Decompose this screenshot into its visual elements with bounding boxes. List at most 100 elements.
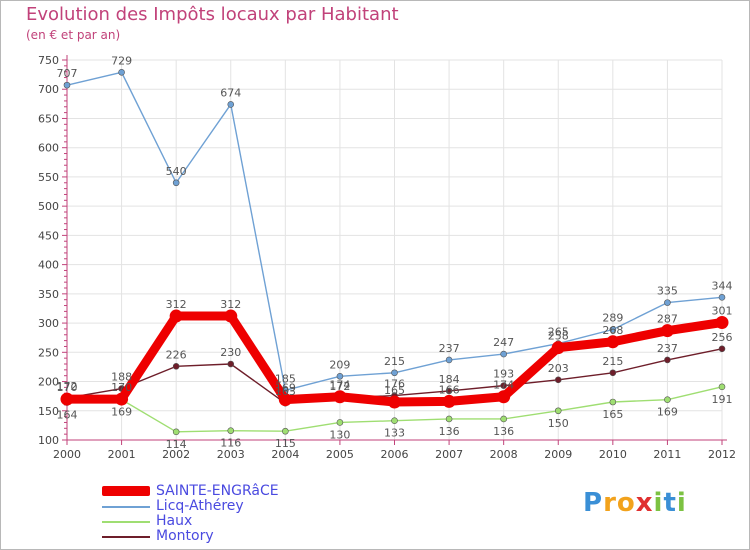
legend-swatch-sainte-engrace [102,486,150,496]
data-point [664,299,671,306]
data-label: 136 [439,425,460,438]
data-label: 116 [220,437,241,450]
data-label: 237 [439,342,460,355]
logo-letter: P [583,488,604,518]
data-label: 165 [602,408,623,421]
data-label: 215 [384,355,405,368]
y-tick-label: 550 [38,171,59,184]
x-tick-label: 2006 [381,448,409,461]
logo-letter: i [676,488,687,518]
data-label: 191 [712,393,733,406]
legend-label: Haux [156,513,193,529]
y-tick-label: 700 [38,83,59,96]
data-point [227,360,235,368]
data-label: 203 [548,362,569,375]
chart-subtitle: (en € et par an) [26,28,121,42]
logo-letter: o [616,488,636,518]
y-tick-label: 200 [38,376,59,389]
data-point [609,369,617,377]
proxiti-logo: Proxiti [583,488,687,518]
data-label: 184 [439,373,460,386]
y-tick-label: 250 [38,346,59,359]
data-point [718,294,726,301]
data-label: 729 [111,54,132,67]
data-point [336,372,344,380]
data-label: 268 [602,324,623,337]
y-tick-label: 350 [38,288,59,301]
data-point [664,356,671,364]
data-point [172,428,180,436]
data-point [606,335,620,349]
data-label: 258 [548,330,569,343]
data-point [609,398,617,406]
y-tick-label: 450 [38,229,59,242]
x-tick-label: 2008 [490,448,518,461]
data-label: 172 [57,380,78,393]
data-point [172,179,180,187]
legend-swatch-haux [102,521,150,523]
x-tick-label: 2012 [708,448,736,461]
data-point [718,383,726,391]
data-label: 674 [220,86,241,99]
x-tick-label: 2011 [653,448,681,461]
data-label: 164 [57,409,78,422]
data-point [715,315,729,329]
data-label: 193 [493,368,514,381]
y-tick-label: 500 [38,200,59,213]
data-label: 237 [657,342,678,355]
data-label: 169 [657,406,678,419]
data-label: 150 [548,417,569,430]
data-label: 176 [384,378,405,391]
data-label: 215 [602,355,623,368]
y-tick-label: 100 [38,434,59,447]
data-label: 312 [166,298,187,311]
logo-letter: t [663,488,677,518]
x-tick-label: 2003 [217,448,245,461]
data-label: 114 [166,438,187,451]
data-point [63,81,71,89]
logo-letter: x [635,488,654,518]
data-point [172,363,180,370]
data-point [333,390,347,404]
data-point [224,309,238,323]
data-label: 209 [329,358,350,371]
data-label: 312 [220,298,241,311]
data-point [60,392,74,406]
data-label: 289 [602,312,623,325]
data-label: 115 [275,437,296,450]
y-tick-label: 650 [38,112,59,125]
data-point [500,415,507,423]
x-tick-label: 2004 [271,448,299,461]
data-label: 136 [493,425,514,438]
data-point [445,387,453,395]
legend-swatch-licq-atherey [102,506,150,508]
data-point [609,326,617,333]
x-tick-label: 2009 [544,448,572,461]
x-tick-label: 2005 [326,448,354,461]
data-label: 256 [712,331,733,344]
data-point [278,393,292,407]
data-point [445,415,453,423]
data-label: 170 [57,381,78,394]
data-label: 163 [275,385,296,398]
data-point [442,394,456,408]
data-label: 344 [712,279,733,292]
data-label: 172 [329,380,350,393]
data-point [664,396,671,403]
data-point [391,369,398,377]
legend-swatch-montory [102,536,150,538]
data-point [554,376,562,384]
y-tick-label: 300 [38,317,59,330]
data-point [551,341,565,355]
data-point [500,382,507,389]
logo-letter: r [603,488,617,518]
data-label: 335 [657,285,678,298]
legend-label: Montory [156,528,214,544]
data-label: 170 [111,381,132,394]
data-point [445,356,453,364]
data-label: 230 [220,346,241,359]
data-label: 185 [275,372,296,385]
data-label: 247 [493,336,514,349]
data-label: 130 [329,428,350,441]
